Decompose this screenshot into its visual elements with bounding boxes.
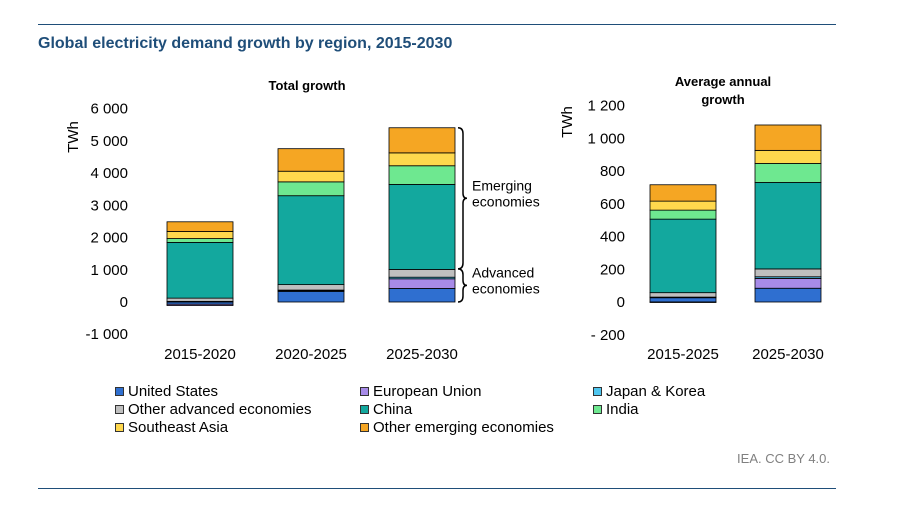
bar-segment-european-union-2015-2020 [166,303,234,306]
bar-segment-other-advanced-economies-2025-2030 [754,268,822,278]
chart-1-y-tick-label: 3 000 [90,197,128,214]
bar-segment-china-2015-2020 [166,242,234,299]
legend-swatch [360,423,369,432]
annotation-label-emerging-economies: Emerging economies [472,177,540,209]
annotation-brace-advanced-economies [457,268,468,303]
chart-1-y-tick-label: -1 000 [85,326,128,343]
legend-swatch [115,405,124,414]
chart-2-title: Average annual [675,74,771,89]
chart-1-title: Total growth [268,78,345,93]
legend-label: China [373,401,413,418]
top-rule [38,24,836,25]
chart-1-y-axis-label: TWh [65,121,82,153]
bar-segment-other-emerging-economies-2020-2025 [277,148,345,172]
chart-1-y-tick-label: 0 [120,294,128,311]
bar-segment-european-union-2015-2025 [649,301,717,303]
bar-segment-southeast-asia-2025-2030 [754,149,822,164]
bar-segment-china-2015-2025 [649,218,717,294]
chart-1-y-tick-label: 4 000 [90,165,128,182]
bar-segment-southeast-asia-2025-2030 [388,152,456,167]
bar-segment-other-advanced-economies-2020-2025 [277,284,345,291]
legend-item-united-states: United States [115,383,218,400]
bottom-rule [38,488,836,489]
bar-segment-india-2020-2025 [277,181,345,197]
chart-2-title: growth [701,92,744,107]
chart-1-y-tick-label: 5 000 [90,133,128,150]
legend-item-other-emerging-economies: Other emerging economies [360,419,554,436]
legend-label: United States [128,383,219,400]
chart-2-y-tick-label: 1 000 [587,130,625,147]
bar-segment-other-advanced-economies-2015-2025 [649,292,717,298]
chart-1-y-tick-label: 2 000 [90,230,128,247]
annotation-label-advanced-economies: Advanced economies [472,264,540,296]
bar-segment-southeast-asia-2015-2025 [649,200,717,211]
chart-2-y-tick-label: 600 [600,196,625,213]
bar-segment-southeast-asia-2020-2025 [277,170,345,183]
bar-segment-european-union-2025-2030 [754,278,822,289]
bar-segment-other-emerging-economies-2015-2025 [649,184,717,202]
legend-label: European Union [373,383,482,400]
chart-2-x-tick-label: 2015-2025 [647,346,719,363]
bar-segment-other-emerging-economies-2025-2030 [754,124,822,151]
bar-segment-other-emerging-economies-2015-2020 [166,221,234,232]
legend-label: Southeast Asia [128,419,229,436]
legend-swatch [360,387,369,396]
chart-title: Global electricity demand growth by regi… [38,35,453,52]
bar-segment-india-2025-2030 [388,165,456,185]
bar-segment-china-2025-2030 [388,184,456,270]
legend-swatch [593,405,602,414]
bar-segment-other-advanced-economies-2025-2030 [388,269,456,278]
chart-1-x-tick-label: 2025-2030 [386,346,458,363]
bar-segment-southeast-asia-2015-2020 [166,231,234,239]
bar-segment-united-states-2020-2025 [277,290,345,303]
chart-2-y-tick-label: - 200 [591,327,625,344]
chart-2-y-tick-label: 1 200 [587,98,625,115]
bar-segment-china-2020-2025 [277,195,345,286]
legend-item-southeast-asia: Southeast Asia [115,419,228,436]
chart-2-y-tick-label: 200 [600,261,625,278]
legend-item-india: India [593,401,639,418]
legend-swatch [360,405,369,414]
bar-segment-european-union-2025-2030 [388,278,456,289]
bar-segment-other-emerging-economies-2025-2030 [388,127,456,154]
legend-swatch [593,387,602,396]
legend-item-other-advanced-economies: Other advanced economies [115,401,311,418]
legend-item-japan-korea: Japan & Korea [593,383,705,400]
bar-segment-india-2015-2020 [166,238,234,243]
chart-1-x-tick-label: 2015-2020 [164,346,236,363]
bar-segment-china-2025-2030 [754,182,822,270]
legend-label: Other emerging economies [373,419,554,436]
source-note: IEA. CC BY 4.0. [737,451,830,466]
legend-swatch [115,387,124,396]
bar-segment-india-2015-2025 [649,209,717,220]
chart-2-y-tick-label: 800 [600,163,625,180]
annotation-brace-emerging-economies [457,126,468,270]
bar-segment-united-states-2025-2030 [388,288,456,303]
chart-1-y-tick-label: 1 000 [90,262,128,279]
bar-segment-united-states-2025-2030 [754,287,822,303]
chart-2-y-axis-label: TWh [559,106,576,138]
bar-segment-united-states-2015-2025 [649,297,717,303]
chart-2-x-tick-label: 2025-2030 [752,346,824,363]
legend-label: India [606,401,639,418]
legend-item-china: China [360,401,412,418]
legend-label: Japan & Korea [606,383,706,400]
bar-segment-other-advanced-economies-2015-2020 [166,297,234,302]
bar-segment-india-2025-2030 [754,163,822,183]
legend-item-european-union: European Union [360,383,481,400]
legend-swatch [115,423,124,432]
chart-1-x-tick-label: 2020-2025 [275,346,347,363]
legend-label: Other advanced economies [128,401,312,418]
chart-1-y-tick-label: 6 000 [90,101,128,118]
chart-2-y-tick-label: 400 [600,229,625,246]
chart-2-y-tick-label: 0 [617,294,625,311]
